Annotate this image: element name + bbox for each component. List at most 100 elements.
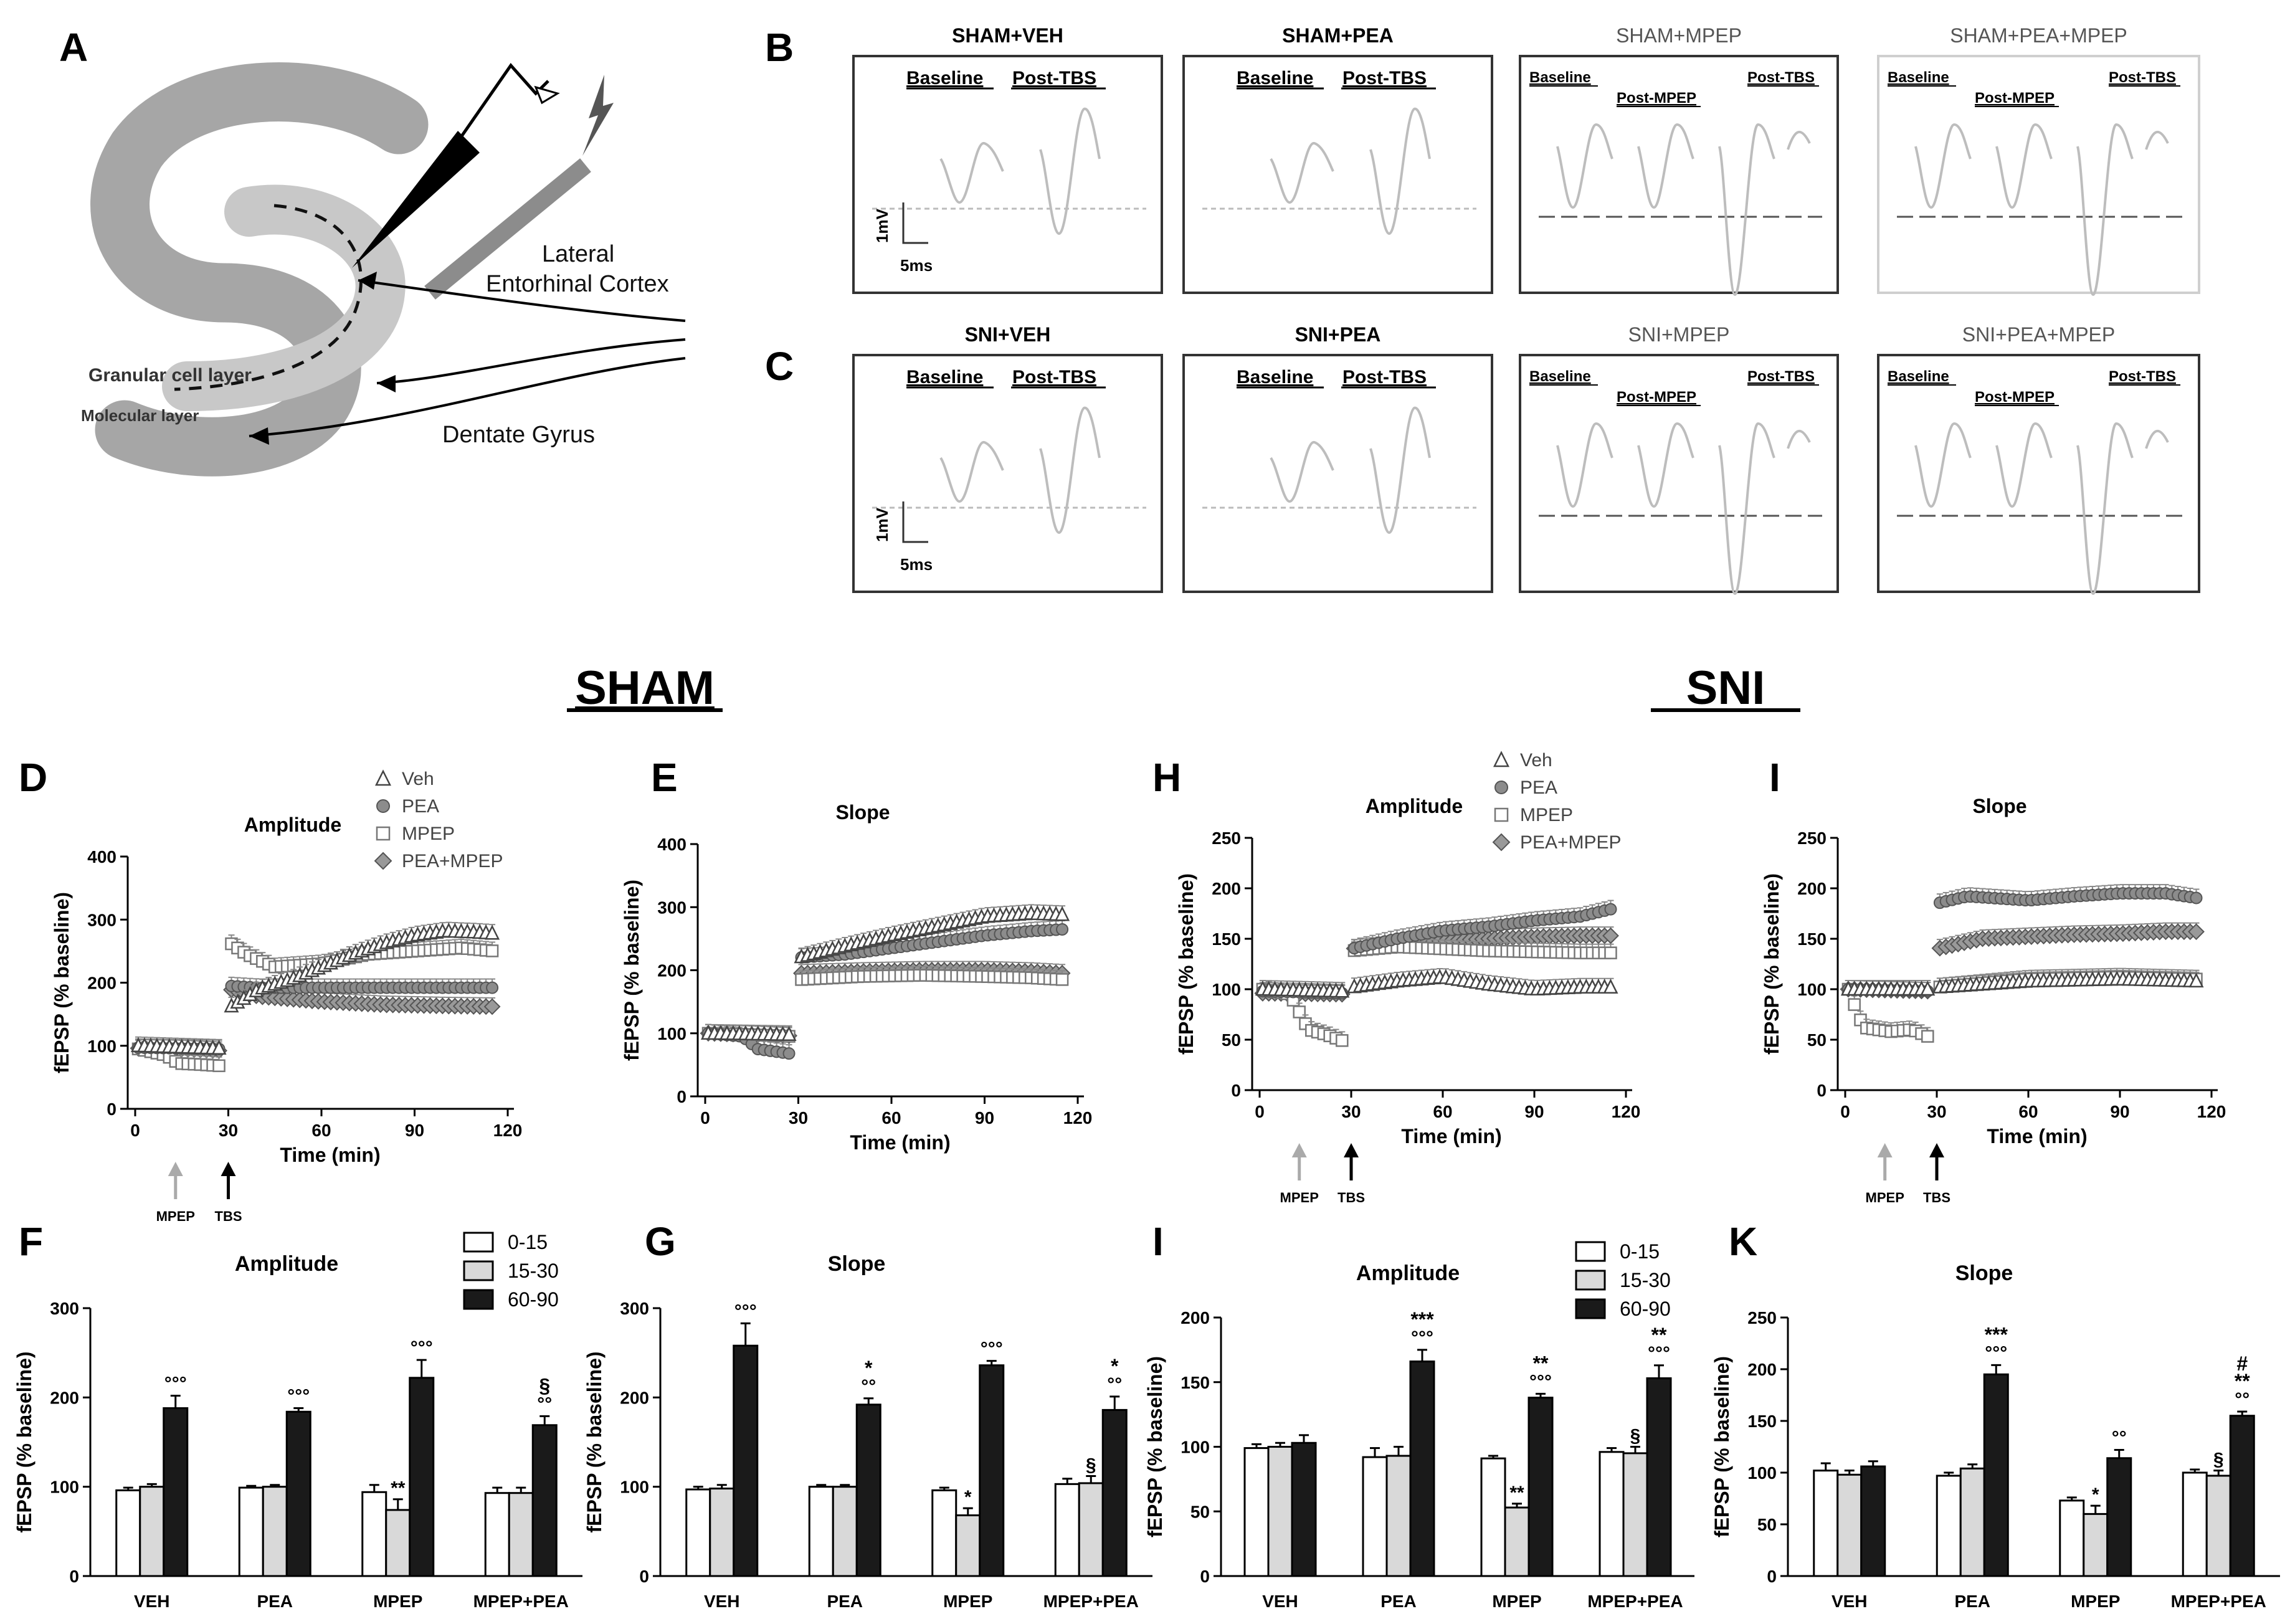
x-axis-label: Time (min): [1401, 1125, 1501, 1147]
electrode-tip-icon: [534, 85, 560, 105]
bar: [2205, 1474, 2231, 1577]
legend-label: MPEP: [1520, 805, 1573, 825]
panel-letter-h: H: [1152, 755, 1181, 800]
fepsp-trace-baseline: [939, 441, 1004, 503]
trace-panel-title: SNI+PEA: [1295, 323, 1381, 346]
fepsp-trace: [1787, 130, 1811, 150]
data-point-veh: [374, 769, 392, 786]
label-granular-cell-layer: Granular cell layer: [88, 365, 252, 386]
bar-group-mpep-pea: § °°°** MPEP+PEA: [1587, 1324, 1683, 1611]
fepsp-trace: [1718, 422, 1775, 596]
trace-box: [1519, 354, 1839, 593]
trace-panel: SHAM+MPEP Baseline Post-MPEP Post-TBS: [1519, 24, 1839, 297]
bar: [931, 1489, 957, 1577]
bar: [1836, 1473, 1863, 1577]
y-tick-label: 200: [1181, 1308, 1210, 1327]
x-category-label: MPEP: [943, 1592, 992, 1611]
bar-group-mpep: * °°° MPEP: [931, 1339, 1005, 1611]
chart-title: Slope: [835, 801, 890, 824]
legend-item: Veh: [1493, 750, 1552, 771]
legend-item: MPEP: [1494, 805, 1573, 825]
y-axis-label: fEPSP (% baseline): [583, 1351, 606, 1532]
trace-label-baseline: Baseline: [1888, 69, 1949, 86]
legend-label: PEA+MPEP: [402, 851, 503, 871]
data-point-mpep: [1921, 1030, 1934, 1043]
significance-mark: ***: [1410, 1308, 1434, 1331]
fepsp-trace: [2145, 429, 2169, 449]
legend-item: 15-30: [463, 1260, 559, 1282]
arrowhead-icon: [1291, 1143, 1307, 1157]
y-tick-label: 150: [1797, 929, 1827, 949]
significance-mark: °°°: [1411, 1327, 1433, 1348]
bar-group-veh: VEH: [1813, 1460, 1886, 1611]
trace-box: [852, 55, 1163, 294]
legend-item: PEA+MPEP: [1492, 832, 1622, 853]
significance-mark: **: [1509, 1483, 1524, 1503]
scale-bar-mv: 1mV: [873, 208, 891, 243]
y-tick-label: 0: [107, 1099, 116, 1119]
x-category-label: PEA: [827, 1592, 863, 1611]
significance-mark: *: [2092, 1484, 2099, 1505]
bar: [1362, 1456, 1388, 1577]
trace-panel-title: SHAM+PEA: [1282, 24, 1394, 47]
bar-group-pea: °°* PEA: [808, 1357, 881, 1611]
tbs-label: TBS: [215, 1209, 242, 1224]
x-tick-label: 120: [493, 1121, 523, 1140]
y-tick-label: 100: [1747, 1463, 1777, 1483]
y-tick-label: 400: [87, 847, 116, 867]
data-point-mpep: [376, 826, 391, 841]
label-dentate-gyrus: Dentate Gyrus: [442, 422, 595, 448]
bar: [1983, 1373, 2009, 1577]
x-category-label: VEH: [134, 1592, 170, 1611]
legend-item: Veh: [374, 769, 434, 789]
section-title-sham: SHAM: [575, 662, 715, 715]
x-tick-label: 30: [219, 1121, 238, 1140]
bar: [115, 1489, 141, 1577]
series-veh: [130, 921, 500, 1055]
scale-bar-mv: 1mV: [873, 507, 891, 542]
bar: [979, 1364, 1005, 1577]
data-point-mpep: [1293, 1005, 1306, 1019]
legend-swatch: [1575, 1241, 1606, 1262]
significance-mark: °°°: [981, 1339, 1003, 1359]
trace-label-post-mpep: Post-MPEP: [1617, 389, 1696, 406]
trace-label-post-tbs: Post-TBS: [2109, 69, 2176, 86]
data-point-pea: [1494, 781, 1508, 794]
data-point-veh: [485, 924, 500, 940]
y-tick-label: 250: [1747, 1308, 1777, 1327]
x-category-label: MPEP+PEA: [1043, 1592, 1139, 1611]
bar-group-mpep: ** °°° MPEP: [361, 1337, 435, 1611]
y-tick-label: 300: [87, 910, 116, 929]
arrowhead-icon: [1877, 1143, 1893, 1157]
trace-label-post-tbs: Post-TBS: [1747, 368, 1815, 385]
trace-panel: SHAM+VEH Baseline Post-TBS 1mV 5ms: [852, 24, 1163, 294]
legend-label: MPEP: [402, 824, 455, 844]
bar: [1291, 1441, 1317, 1577]
trace-panels: SHAM+VEH Baseline Post-TBS 1mV 5ms SHAM+PEA Ba…: [852, 24, 2200, 596]
y-tick-label: 100: [1181, 1438, 1210, 1457]
y-tick-label: 200: [657, 961, 687, 981]
fepsp-trace-post-tbs: [1369, 107, 1431, 235]
bar: [1527, 1397, 1554, 1577]
fepsp-trace: [1914, 422, 1972, 508]
y-axis-label: fEPSP (% baseline): [620, 880, 643, 1061]
data-point-veh: [1920, 981, 1936, 996]
chart-k: 0 50 100 150 200 250 fEPSP (% baseline) Slope VE…: [1711, 1261, 2280, 1611]
y-tick-label: 0: [1200, 1567, 1210, 1586]
bar: [1480, 1457, 1506, 1577]
trace-label-post-tbs: Post-TBS: [1012, 68, 1096, 88]
bar: [855, 1403, 881, 1577]
x-axis-label: Time (min): [850, 1131, 950, 1154]
series-veh: [700, 904, 1070, 1042]
y-tick-label: 200: [50, 1388, 79, 1407]
legend-item: PEA: [376, 796, 439, 817]
data-point-pea-mpep: [374, 852, 392, 870]
trace-panel: SNI+PEA+MPEP Baseline Post-MPEP Post-TBS: [1877, 323, 2200, 596]
trace-box: [1877, 55, 2200, 294]
data-point-mpep: [1055, 973, 1069, 986]
bar: [1409, 1360, 1435, 1577]
significance-mark: **: [391, 1478, 406, 1499]
fepsp-trace: [2076, 422, 2134, 596]
x-category-label: PEA: [1954, 1592, 1990, 1611]
